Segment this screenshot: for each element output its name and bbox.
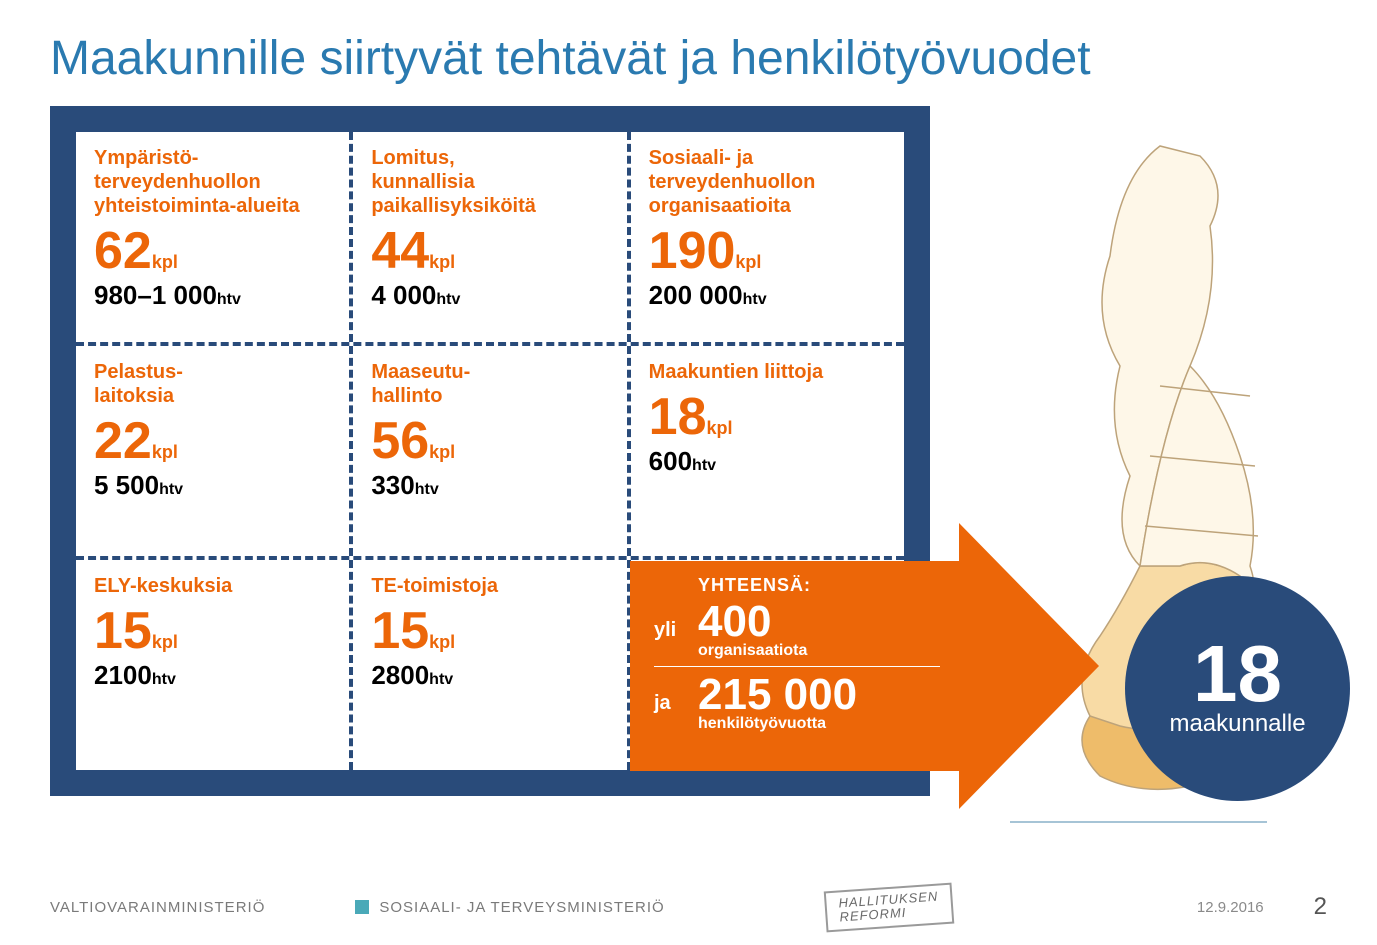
cell-htv-unit: htv (436, 291, 460, 308)
cell-htv-unit: htv (217, 291, 241, 308)
summary-prefix: ja (654, 692, 698, 715)
cell-htv: 4 000 (371, 280, 436, 310)
reform-stamp: HALLITUKSEN REFORMI (823, 882, 953, 931)
grid-row-2: Pelastus-laitoksia 22kpl 5 500htv Maaseu… (76, 342, 904, 556)
cell-count: 62 (94, 224, 152, 279)
region-circle: 18 maakunnalle (1125, 576, 1350, 801)
cell-unit: kpl (152, 252, 178, 272)
cell-title: ELY-keskuksia (94, 574, 331, 598)
arrowhead-icon (959, 523, 1099, 809)
cell-htv-line: 980–1 000htv (94, 280, 331, 311)
footer: VALTIOVARAINMINISTERIÖ SOSIAALI- JA TERV… (50, 887, 1327, 927)
cell-htv-unit: htv (159, 481, 183, 498)
summary-body: YHTEENSÄ: yli 400 organisaatiota ja 215 … (630, 561, 960, 771)
summary-arrow: YHTEENSÄ: yli 400 organisaatiota ja 215 … (630, 561, 1100, 771)
main-area: Ympäristö-terveydenhuollon yhteistoimint… (50, 106, 1327, 806)
cell-count-line: 15kpl (94, 604, 331, 659)
cell-count: 15 (94, 604, 152, 659)
cell-unit: kpl (152, 632, 178, 652)
cell-title: Maaseutu-hallinto (371, 360, 608, 408)
summary-big: 400 (698, 600, 807, 644)
cell-htv-unit: htv (152, 671, 176, 688)
cell-count-line: 18kpl (649, 390, 886, 445)
cell-htv: 5 500 (94, 470, 159, 500)
ministry-1: VALTIOVARAINMINISTERIÖ (50, 899, 265, 916)
cell-unit: kpl (735, 252, 761, 272)
tick-icon (355, 900, 369, 914)
cell-count: 56 (371, 414, 429, 469)
cell-lomitus: Lomitus,kunnallisia paikallisyksiköitä 4… (349, 132, 626, 342)
cell-htv: 2800 (371, 660, 429, 690)
cell-count: 190 (649, 224, 736, 279)
cell-htv: 980–1 000 (94, 280, 217, 310)
map-underline (1010, 821, 1267, 823)
cell-ely: ELY-keskuksia 15kpl 2100htv (76, 560, 349, 770)
grid-row-1: Ympäristö-terveydenhuollon yhteistoimint… (76, 132, 904, 342)
cell-htv-line: 600htv (649, 446, 886, 477)
cell-htv: 600 (649, 446, 692, 476)
cell-count: 22 (94, 414, 152, 469)
cell-maakuntien: Maakuntien liittoja 18kpl 600htv (627, 346, 904, 556)
page-number: 2 (1314, 893, 1327, 921)
cell-count-line: 56kpl (371, 414, 608, 469)
cell-sote: Sosiaali- ja terveydenhuollon organisaat… (627, 132, 904, 342)
cell-htv-line: 4 000htv (371, 280, 608, 311)
cell-unit: kpl (429, 252, 455, 272)
cell-count-line: 44kpl (371, 224, 608, 279)
cell-htv-line: 2800htv (371, 660, 608, 691)
cell-count: 18 (649, 390, 707, 445)
footer-date: 12.9.2016 (1197, 899, 1264, 916)
cell-maaseutu: Maaseutu-hallinto 56kpl 330htv (349, 346, 626, 556)
cell-unit: kpl (429, 442, 455, 462)
cell-ymparisto: Ympäristö-terveydenhuollon yhteistoimint… (76, 132, 349, 342)
cell-title: Lomitus,kunnallisia paikallisyksiköitä (371, 146, 608, 218)
cell-count: 15 (371, 604, 429, 659)
cell-htv-line: 330htv (371, 470, 608, 501)
cell-htv-unit: htv (692, 457, 716, 474)
cell-title: Maakuntien liittoja (649, 360, 886, 384)
summary-line-2: ja 215 000 henkilötyövuotta (654, 673, 940, 739)
cell-unit: kpl (152, 442, 178, 462)
cell-title: Ympäristö-terveydenhuollon yhteistoimint… (94, 146, 331, 218)
summary-small: organisaatiota (698, 642, 807, 660)
cell-count-line: 62kpl (94, 224, 331, 279)
circle-label: maakunnalle (1169, 710, 1305, 738)
cell-count-line: 15kpl (371, 604, 608, 659)
cell-pelastus: Pelastus-laitoksia 22kpl 5 500htv (76, 346, 349, 556)
cell-unit: kpl (707, 418, 733, 438)
slide-title: Maakunnille siirtyvät tehtävät ja henkil… (50, 30, 1327, 88)
cell-count-line: 22kpl (94, 414, 331, 469)
slide: Maakunnille siirtyvät tehtävät ja henkil… (0, 0, 1377, 945)
cell-te: TE-toimistoja 15kpl 2800htv (349, 560, 626, 770)
cell-htv-line: 5 500htv (94, 470, 331, 501)
summary-heading: YHTEENSÄ: (654, 575, 940, 596)
cell-htv-unit: htv (415, 481, 439, 498)
ministry-2: SOSIAALI- JA TERVEYSMINISTERIÖ (379, 899, 664, 916)
cell-htv: 330 (371, 470, 414, 500)
cell-htv: 2100 (94, 660, 152, 690)
cell-count-line: 190kpl (649, 224, 886, 279)
cell-htv: 200 000 (649, 280, 743, 310)
cell-htv-line: 200 000htv (649, 280, 886, 311)
cell-title: Pelastus-laitoksia (94, 360, 331, 408)
cell-htv-unit: htv (743, 291, 767, 308)
summary-small: henkilötyövuotta (698, 715, 857, 733)
summary-prefix: yli (654, 619, 698, 642)
circle-number: 18 (1193, 638, 1282, 710)
cell-htv-line: 2100htv (94, 660, 331, 691)
cell-count: 44 (371, 224, 429, 279)
summary-big: 215 000 (698, 673, 857, 717)
summary-line-1: yli 400 organisaatiota (654, 600, 940, 667)
cell-title: TE-toimistoja (371, 574, 608, 598)
cell-htv-unit: htv (429, 671, 453, 688)
cell-unit: kpl (429, 632, 455, 652)
cell-title: Sosiaali- ja terveydenhuollon organisaat… (649, 146, 886, 218)
